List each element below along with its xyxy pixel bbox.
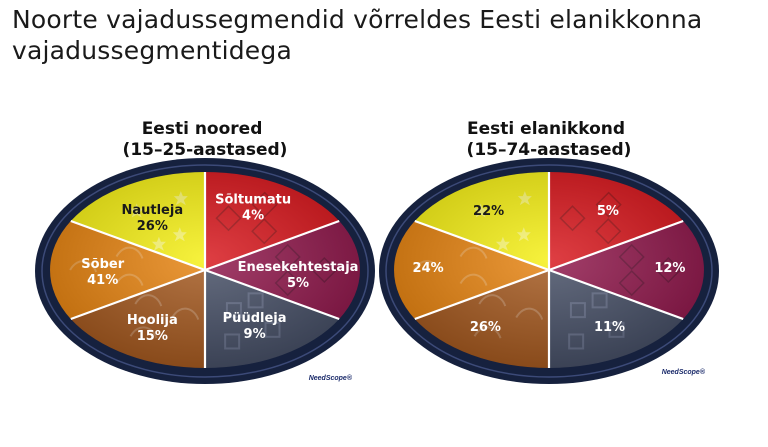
slice-label-youth-4: Sõber 41% — [81, 257, 124, 288]
slice-value-population-0: 5% — [597, 204, 619, 219]
slice-value-population-2: 11% — [594, 320, 625, 335]
slice-label-youth-5: Nautleja 26% — [121, 203, 183, 234]
slice-label-youth-2: Püüdleja 9% — [223, 311, 287, 342]
slice-value-population-3: 26% — [470, 320, 501, 335]
chart-title-population-line1: Eesti elanikkond — [467, 119, 625, 139]
slice-value-population-5: 22% — [473, 204, 504, 219]
pie-divider-youth-1 — [204, 219, 340, 272]
brand-logo-population: NeedScope® — [662, 368, 706, 376]
slice-value-youth-3: 15% — [137, 329, 168, 344]
pie-divider-youth-2 — [204, 268, 340, 321]
chart-youth: Eesti noored (15–25-aastased) Sõltumatu 4… — [35, 119, 375, 384]
pie-rim-highlight-youth — [41, 164, 369, 378]
pie-rim-highlight-population — [385, 164, 713, 378]
pie-divider-population-4 — [414, 268, 550, 321]
pie-dividers-population — [414, 172, 684, 368]
slice-label-youth-0: Sõltumatu 4% — [215, 192, 291, 223]
slice-value-population-1: 12% — [654, 261, 685, 276]
pie-divider-population-5 — [414, 219, 550, 272]
slice-name-youth-3: Hoolija — [127, 313, 178, 328]
slice-value-youth-2: 9% — [244, 327, 266, 342]
chart-title-youth: Eesti noored (15–25-aastased) — [123, 119, 288, 160]
pie-divider-youth-4 — [70, 268, 206, 321]
brand-logo-youth: NeedScope® — [309, 374, 353, 382]
slice-label-youth-3: Hoolija 15% — [127, 313, 178, 344]
slice-name-youth-0: Sõltumatu — [215, 192, 291, 207]
chart-title-population-line2: (15–74-aastased) — [467, 140, 632, 160]
pie-labels-youth: Sõltumatu 4% Enesekehtestaja 5% Püüdleja 9% Ho… — [81, 192, 358, 344]
pie-divider-population-1 — [548, 219, 684, 272]
slice-label-youth-1: Enesekehtestaja 5% — [238, 260, 359, 291]
slice-value-youth-1: 5% — [287, 276, 309, 291]
pie-dividers-youth — [70, 172, 340, 368]
chart-title-population: Eesti elanikkond (15–74-aastased) — [467, 119, 632, 160]
slice-value-youth-4: 41% — [87, 273, 118, 288]
pie-labels-population: 5% 12% 11% 26% 24% 22% — [413, 204, 686, 335]
pie-divider-population-2 — [548, 268, 684, 321]
chart-population: Eesti elanikkond (15–74-aastased) 5% 12% 1… — [379, 119, 719, 384]
slice-name-youth-2: Püüdleja — [223, 311, 287, 326]
slice-name-youth-4: Sõber — [81, 257, 124, 272]
slice-value-population-4: 24% — [413, 261, 444, 276]
page-title: Noorte vajadussegmendid võrreldes Eesti … — [12, 5, 703, 65]
slice-value-youth-0: 4% — [242, 208, 264, 223]
slice-name-youth-5: Nautleja — [121, 203, 183, 218]
slice-name-youth-1: Enesekehtestaja — [238, 260, 359, 275]
slice-value-youth-5: 26% — [137, 219, 168, 234]
pie-divider-youth-5 — [70, 219, 206, 272]
chart-title-youth-line2: (15–25-aastased) — [123, 140, 288, 160]
chart-title-youth-line1: Eesti noored — [142, 119, 263, 139]
